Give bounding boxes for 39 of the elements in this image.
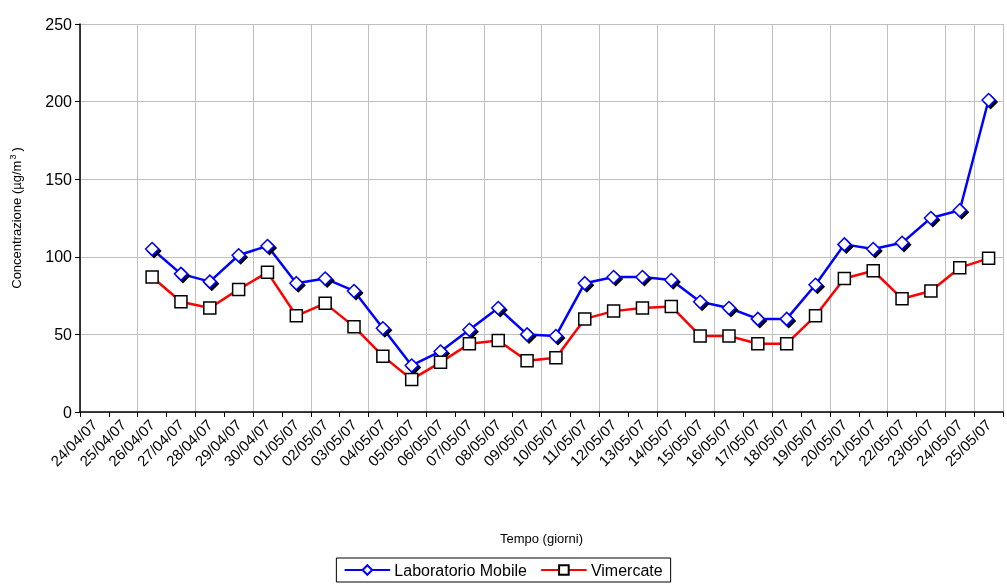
point [808,277,823,292]
point [173,266,189,282]
point [865,241,881,257]
y-tick-label: 200 [45,93,73,111]
point [317,271,333,286]
point [635,269,650,285]
point [750,311,766,327]
point [692,294,708,310]
point [606,269,621,285]
point [519,327,535,342]
point [202,274,218,289]
point [346,283,362,299]
point [923,210,939,226]
y-tick-label: 100 [45,248,73,266]
point [375,320,391,336]
y-tick-label: 150 [45,170,73,188]
legend-label: Laboratorio Mobile [394,561,527,579]
point [404,358,419,373]
point [260,238,275,254]
point [490,300,506,316]
legend-label: Vimercate [590,561,663,579]
point [548,328,564,344]
y-tick-label: 250 [45,15,73,33]
x-axis-title: Tempo (giorni) [499,531,584,546]
point [894,235,910,251]
point [837,237,852,252]
point [144,241,160,257]
y-tick-label: 0 [63,403,73,421]
point [577,275,593,291]
point [779,311,794,327]
point [721,300,737,316]
y-axis-title: Concentrazione (µg/m3) [7,147,24,289]
point [231,248,246,263]
point [462,322,477,337]
point [664,272,679,288]
point [952,202,967,218]
point [981,92,996,108]
y-tick-label: 50 [54,325,73,343]
point [289,275,304,291]
